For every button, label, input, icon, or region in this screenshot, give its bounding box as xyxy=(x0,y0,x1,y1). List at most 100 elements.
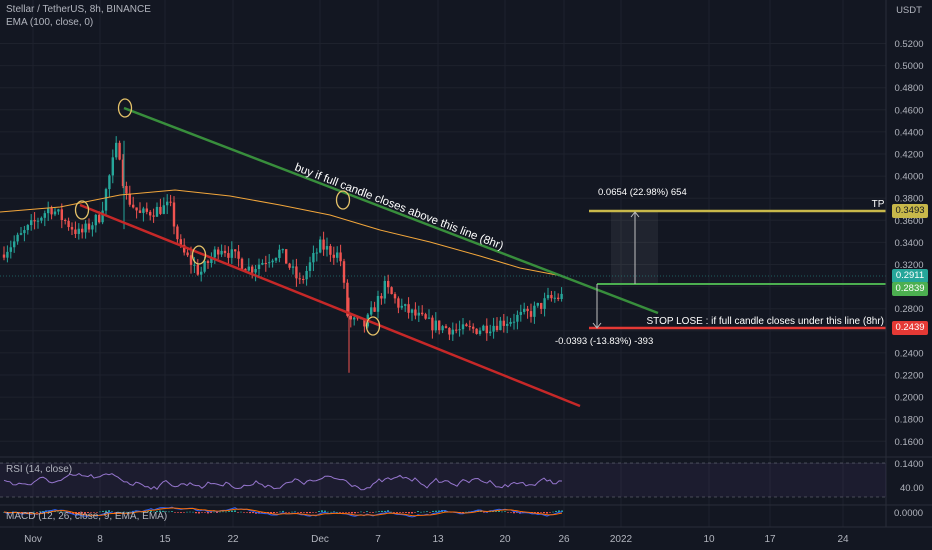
time-tick: 15 xyxy=(159,534,171,545)
macd-bar xyxy=(300,512,302,513)
candle-body xyxy=(308,262,312,271)
candle-body xyxy=(115,142,118,158)
candle-body xyxy=(213,249,216,258)
candle-body xyxy=(240,258,244,269)
candle-body xyxy=(475,328,478,334)
stop-annotation[interactable]: STOP LOSE : if full candle closes under … xyxy=(646,316,884,327)
macd-bar xyxy=(405,512,407,513)
candle-body xyxy=(404,304,407,306)
macd-bar xyxy=(162,510,164,512)
macd-bar xyxy=(318,511,320,512)
macd-bar xyxy=(114,512,116,513)
macd-bar xyxy=(39,511,41,513)
price-tick: 0.3400 xyxy=(894,238,923,249)
candle-body xyxy=(380,296,383,299)
candle-body xyxy=(2,254,6,258)
macd-bar xyxy=(207,512,209,514)
macd-bar xyxy=(63,511,65,513)
candle-body xyxy=(519,311,522,315)
candle-body xyxy=(332,254,335,258)
macd-bar xyxy=(153,511,155,513)
macd-bar xyxy=(537,512,539,514)
candle-body xyxy=(81,228,84,233)
candle-body xyxy=(196,264,199,275)
macd-bar xyxy=(507,512,509,513)
symbol-legend[interactable]: Stellar / TetherUS, 8h, BINANCE xyxy=(6,4,151,15)
candle-body xyxy=(560,293,563,299)
macd-bar xyxy=(261,512,263,514)
candle-body xyxy=(33,220,36,222)
macd-bar xyxy=(240,511,242,513)
macd-bar xyxy=(243,512,245,513)
time-axis[interactable]: Nov 8 15 22 Dec 7 13 20 26 2022 10 17 24 xyxy=(24,534,849,545)
candle-body xyxy=(478,330,482,334)
candle-body xyxy=(254,269,257,273)
price-tick: 0.1600 xyxy=(894,437,923,448)
rsi-legend[interactable]: RSI (14, close) xyxy=(6,464,73,475)
candle-body xyxy=(448,327,451,335)
candle-body xyxy=(9,247,12,252)
candle-body xyxy=(441,326,444,331)
macd-bar xyxy=(558,510,560,512)
macd-bar xyxy=(246,512,248,513)
candle-body xyxy=(373,307,376,312)
candle-body xyxy=(451,329,454,335)
macd-bar xyxy=(390,511,392,513)
macd-bar xyxy=(201,512,203,513)
rsi-band xyxy=(0,463,886,497)
candle-body xyxy=(458,329,461,331)
candle-body xyxy=(234,249,237,252)
price-tick: 0.4600 xyxy=(894,105,923,116)
macd-bar xyxy=(429,512,431,513)
candle-body xyxy=(162,205,165,214)
candle-body xyxy=(87,223,91,230)
candle-body xyxy=(98,214,101,223)
macd-bar xyxy=(90,512,92,513)
price-tick: 0.4800 xyxy=(894,83,923,94)
macd-bar xyxy=(438,510,440,512)
macd-bar xyxy=(81,512,83,514)
candle-body xyxy=(47,208,50,214)
resistance-trendline[interactable] xyxy=(123,106,659,315)
candle-body xyxy=(70,227,74,230)
candle-body xyxy=(288,263,291,268)
candle-body xyxy=(220,250,223,255)
price-tick: 0.1400 xyxy=(894,459,923,470)
macd-bar xyxy=(330,511,332,513)
candle-body xyxy=(23,230,26,234)
candle-body xyxy=(376,296,380,312)
macd-legend[interactable]: MACD (12, 26, close, 9, EMA, EMA) xyxy=(6,511,168,522)
macd-bar xyxy=(420,511,422,513)
candle-body xyxy=(268,262,271,264)
macd-bar xyxy=(312,512,314,513)
rsi-level-label: 40.00 xyxy=(900,483,924,494)
candle-body xyxy=(183,244,186,253)
candle-body xyxy=(94,214,97,226)
candle-body xyxy=(427,317,431,319)
time-tick: 8 xyxy=(97,534,103,545)
macd-bar xyxy=(279,511,281,513)
candle-body xyxy=(329,246,332,255)
candle-body xyxy=(6,251,9,258)
macd-bar xyxy=(204,512,206,513)
support-trendline[interactable] xyxy=(79,203,581,408)
ema-legend[interactable]: EMA (100, close, 0) xyxy=(6,17,94,28)
candle-body xyxy=(529,311,533,317)
macd-bar xyxy=(555,510,557,512)
macd-bar xyxy=(36,512,38,513)
candle-body xyxy=(251,266,254,273)
macd-bar xyxy=(510,512,512,513)
gain-arrow-head xyxy=(630,211,640,218)
macd-bar xyxy=(30,512,32,513)
macd-bar xyxy=(375,511,377,513)
macd-bar xyxy=(381,510,383,512)
macd-bar xyxy=(495,511,497,512)
candle-body xyxy=(472,326,475,329)
candle-body xyxy=(540,303,543,309)
candle-body xyxy=(247,266,250,271)
macd-bar xyxy=(156,510,158,512)
candle-body xyxy=(407,304,410,313)
candle-body xyxy=(363,318,366,327)
